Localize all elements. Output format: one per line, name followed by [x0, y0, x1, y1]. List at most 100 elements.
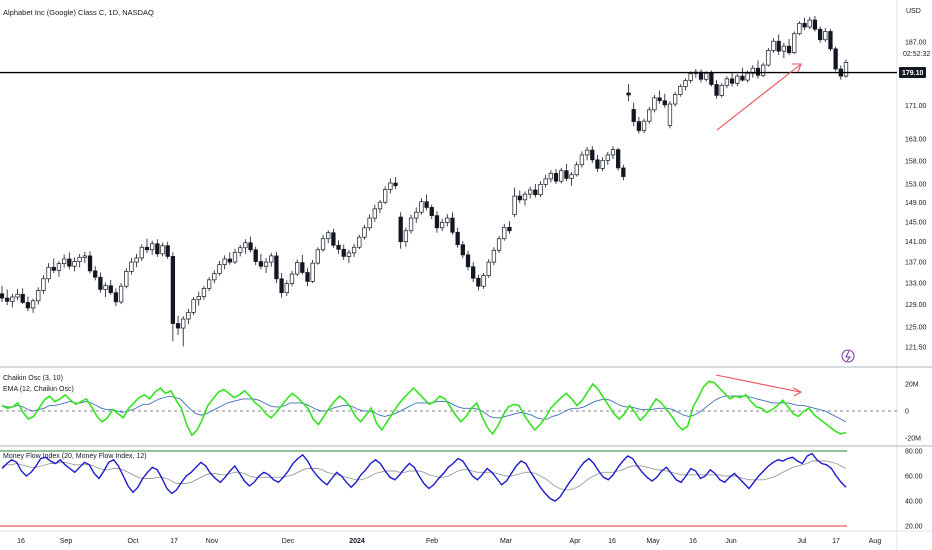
- chaikin-tick-label: 20M: [905, 382, 919, 389]
- candle: [579, 151, 585, 168]
- price-tick-label: 145.00: [905, 219, 927, 226]
- candle: [118, 283, 124, 305]
- price-level-line[interactable]: 179.10: [0, 67, 926, 79]
- candle: [253, 246, 258, 266]
- candle: [331, 228, 336, 248]
- candle: [590, 146, 595, 163]
- candle: [201, 285, 207, 300]
- mfi-axis: 80.00 60.00 40.00 20.00: [905, 449, 923, 531]
- candle: [181, 316, 186, 347]
- candle: [574, 161, 579, 177]
- candle: [714, 80, 719, 99]
- candle: [284, 280, 289, 296]
- candle: [165, 241, 170, 259]
- candle: [559, 167, 564, 184]
- candle: [357, 234, 362, 250]
- symbol-title: Alphabet Inc (Google) Class C, 1D, NASDA…: [3, 8, 154, 17]
- mfi-tick-label: 40.00: [905, 499, 923, 506]
- candle: [522, 191, 528, 206]
- candle: [289, 270, 295, 287]
- chaikin-ema-line: [1, 395, 847, 423]
- candle: [196, 291, 201, 306]
- candle: [294, 259, 300, 277]
- candle: [341, 244, 346, 261]
- candle: [186, 309, 191, 325]
- candle: [781, 42, 787, 59]
- candle: [103, 282, 108, 297]
- candle: [346, 249, 352, 264]
- alert-icon[interactable]: [841, 349, 855, 363]
- candle: [812, 16, 818, 32]
- time-tick-label: Aug: [869, 538, 882, 545]
- time-tick-label: 17: [170, 538, 178, 545]
- price-tick-label: 149.00: [905, 200, 927, 207]
- candle: [471, 262, 476, 282]
- candle: [465, 250, 471, 271]
- candle: [388, 178, 393, 194]
- time-tick-label: Jul: [798, 538, 807, 545]
- candle: [662, 93, 667, 108]
- candle: [367, 214, 372, 231]
- candle: [300, 254, 305, 275]
- candle: [67, 252, 72, 270]
- candle: [683, 78, 688, 91]
- candle: [792, 31, 797, 55]
- time-axis: 16 Sep Oct 17 Nov Dec 2024 Feb Mar Apr 16 May 16 Jun J…: [17, 538, 881, 545]
- candle: [616, 147, 621, 171]
- price-tick-label: 158.00: [905, 159, 927, 166]
- time-tick-label: 16: [608, 538, 616, 545]
- candle: [274, 251, 279, 284]
- candle: [595, 154, 600, 173]
- candlestick-series: [0, 16, 849, 347]
- candle: [807, 16, 812, 30]
- candle: [766, 48, 771, 67]
- candle: [538, 181, 543, 198]
- candle: [419, 198, 424, 215]
- time-tick-label: 2024: [349, 538, 365, 545]
- chaikin-tick-label: -20M: [905, 436, 921, 443]
- candle: [698, 69, 704, 83]
- candle: [584, 147, 590, 161]
- candle: [445, 214, 450, 227]
- candle: [232, 248, 238, 265]
- candle: [150, 240, 155, 255]
- candle: [170, 252, 176, 342]
- candle: [569, 172, 574, 186]
- time-tick-label: Jun: [725, 538, 736, 545]
- candle: [610, 146, 616, 159]
- candle: [641, 118, 647, 134]
- candle: [336, 240, 341, 254]
- candle: [802, 17, 807, 30]
- candle: [693, 68, 698, 78]
- candle: [243, 239, 248, 254]
- trend-arrow-upper[interactable]: [716, 63, 802, 131]
- candle: [761, 62, 766, 77]
- price-tick-label: 171.00: [905, 103, 927, 110]
- candle: [25, 296, 31, 312]
- price-tick-label: 163.00: [905, 137, 927, 144]
- price-tick-label: 129.00: [905, 302, 927, 309]
- time-tick-label: Oct: [128, 538, 139, 545]
- candle: [87, 251, 93, 274]
- candle: [61, 254, 67, 268]
- candle: [429, 204, 434, 220]
- candle: [108, 279, 113, 295]
- candle: [0, 285, 5, 302]
- mfi-title: Money Flow Index (20, Money Flow Index, …: [3, 453, 147, 460]
- candle: [98, 272, 103, 293]
- candle: [10, 293, 15, 308]
- chaikin-osc-line: [1, 380, 847, 437]
- candle: [797, 21, 802, 36]
- price-tick-label: 133.00: [905, 281, 927, 288]
- candle: [326, 230, 331, 244]
- candle: [636, 116, 642, 134]
- candle: [155, 239, 160, 257]
- candle: [403, 227, 409, 247]
- candle: [134, 253, 139, 268]
- mfi-tick-label: 80.00: [905, 449, 923, 456]
- candle: [320, 234, 326, 252]
- trend-arrow-lower[interactable]: [715, 374, 803, 397]
- candle: [455, 227, 460, 248]
